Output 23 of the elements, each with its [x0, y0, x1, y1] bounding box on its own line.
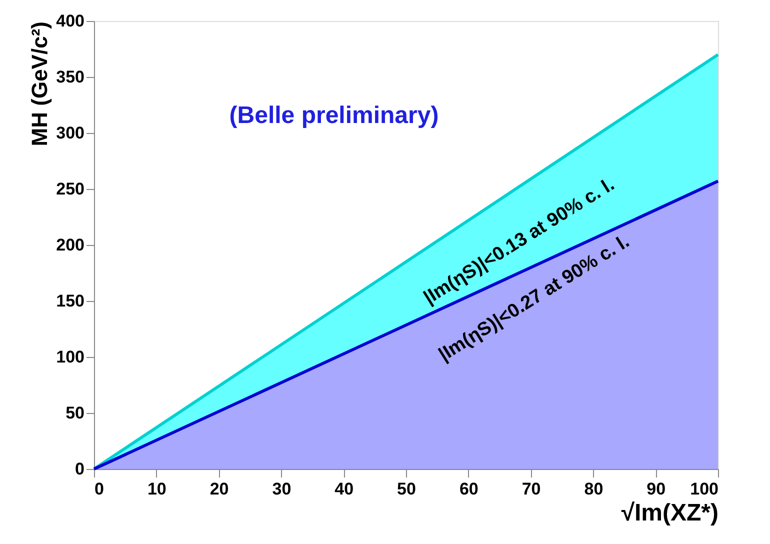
x-axis-title: √Im(XZ*): [621, 500, 718, 526]
x-tick-label: 0: [94, 480, 104, 498]
y-tick-label: 100: [56, 348, 84, 366]
y-tick-label: 300: [56, 124, 84, 142]
x-tick-label: 20: [210, 480, 229, 498]
x-tick-label: 90: [646, 480, 666, 498]
x-tick-label: 100: [690, 480, 718, 498]
x-tick-label: 10: [147, 480, 166, 498]
y-tick-label: 350: [56, 68, 84, 86]
x-tick-label: 40: [334, 480, 354, 498]
annotation: (Belle preliminary): [229, 102, 439, 129]
y-tick-label: 400: [56, 12, 84, 30]
x-tick-label: 50: [397, 480, 416, 498]
y-tick-label: 0: [75, 460, 84, 478]
x-tick-label: 80: [584, 480, 604, 498]
x-tick-label: 70: [522, 480, 541, 498]
x-tick-label: 30: [272, 480, 292, 498]
y-axis-title: MH (GeV/c²): [27, 22, 52, 146]
x-tick-label: 60: [459, 480, 478, 498]
y-tick-label: 50: [66, 404, 84, 422]
y-tick-label: 200: [56, 236, 84, 254]
y-tick-label: 250: [56, 180, 84, 198]
y-tick-label: 150: [56, 292, 84, 310]
